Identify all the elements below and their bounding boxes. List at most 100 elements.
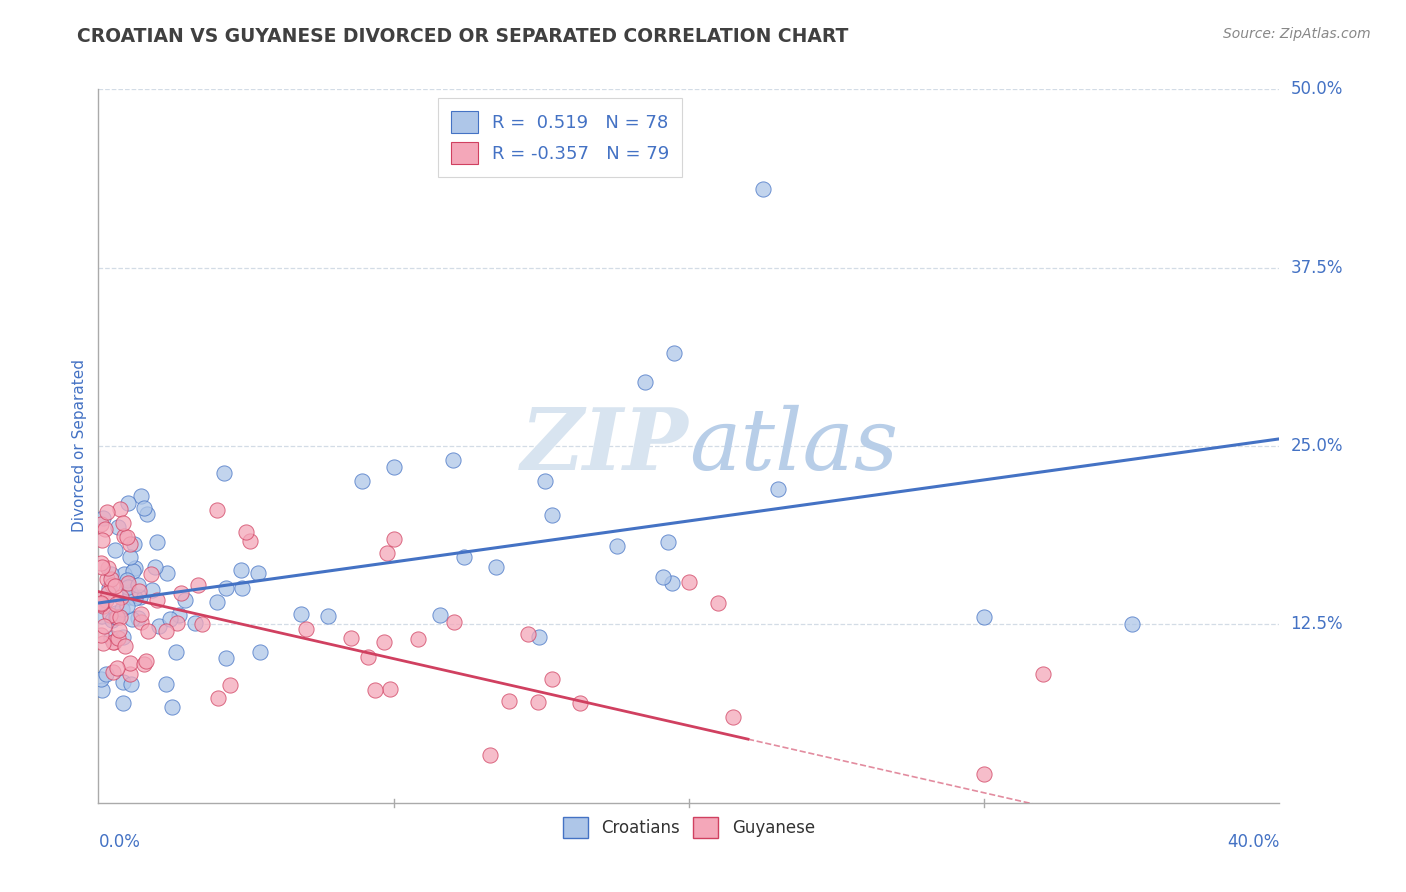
Point (166, 615, 188, 630)
Point (120, 549, 142, 564)
Point (103, 634, 125, 648)
Point (485, 559, 508, 574)
Point (90, 559, 112, 574)
Point (135, 654, 157, 668)
Point (104, 542, 127, 557)
Point (114, 640, 136, 654)
Point (117, 580, 139, 594)
Point (91, 599, 114, 613)
Point (94, 593, 117, 607)
Y-axis label: Divorced or Separated: Divorced or Separated (72, 359, 87, 533)
Point (766, 482, 789, 496)
Text: Source: ZipAtlas.com: Source: ZipAtlas.com (1223, 27, 1371, 41)
Point (207, 691, 229, 706)
Point (657, 535, 679, 549)
Point (340, 632, 363, 646)
Point (91, 511, 114, 525)
Point (375, 545, 398, 559)
Point (219, 678, 242, 692)
Point (527, 630, 550, 644)
Point (752, 182, 775, 196)
Point (664, 346, 686, 360)
Point (94, 667, 117, 681)
Text: 50.0%: 50.0% (1291, 80, 1343, 98)
Point (364, 682, 387, 697)
Point (124, 537, 146, 551)
Point (1032, 667, 1054, 681)
Point (517, 627, 540, 641)
Point (534, 475, 557, 489)
Point (373, 634, 395, 648)
Point (104, 579, 127, 593)
Text: ZIP: ZIP (522, 404, 689, 488)
Point (90, 516, 112, 531)
Point (139, 566, 162, 581)
Point (184, 615, 207, 630)
Text: 25.0%: 25.0% (1291, 437, 1343, 455)
Text: 40.0%: 40.0% (1227, 833, 1279, 851)
Text: atlas: atlas (689, 405, 898, 487)
Point (155, 624, 177, 639)
Point (174, 592, 197, 607)
Point (540, 508, 562, 522)
Text: CROATIAN VS GUYANESE DIVORCED OR SEPARATED CORRELATION CHART: CROATIAN VS GUYANESE DIVORCED OR SEPARAT… (77, 27, 849, 45)
Point (973, 610, 995, 624)
Point (112, 675, 135, 690)
Point (105, 661, 128, 675)
Point (111, 516, 134, 530)
Point (146, 535, 169, 549)
Point (91, 683, 114, 698)
Point (115, 599, 138, 613)
Point (129, 607, 152, 622)
Point (120, 677, 142, 691)
Point (90, 591, 112, 606)
Point (707, 596, 730, 610)
Point (357, 649, 380, 664)
Point (90, 628, 112, 642)
Point (187, 578, 209, 592)
Point (98, 581, 121, 595)
Point (316, 608, 339, 623)
Point (124, 591, 146, 605)
Point (120, 585, 142, 599)
Point (96, 572, 118, 586)
Point (652, 570, 675, 584)
Point (160, 700, 183, 714)
Point (526, 695, 548, 709)
Point (108, 610, 131, 624)
Point (121, 612, 143, 626)
Point (117, 576, 139, 591)
Point (112, 529, 135, 543)
Point (90, 672, 112, 686)
Point (205, 595, 228, 609)
Point (229, 562, 252, 576)
Point (110, 601, 132, 615)
Point (105, 606, 128, 620)
Point (91, 635, 114, 649)
Point (143, 559, 166, 574)
Point (104, 610, 127, 624)
Point (107, 520, 129, 534)
Point (215, 581, 238, 595)
Point (132, 501, 155, 516)
Point (122, 565, 145, 579)
Point (120, 536, 142, 550)
Point (90, 597, 112, 611)
Point (1121, 617, 1143, 632)
Point (93, 619, 115, 633)
Point (441, 453, 464, 467)
Point (167, 608, 190, 623)
Point (136, 624, 159, 639)
Point (118, 590, 141, 604)
Text: 37.5%: 37.5% (1291, 259, 1343, 277)
Point (124, 561, 146, 575)
Point (249, 645, 271, 659)
Point (205, 503, 228, 517)
Point (159, 612, 181, 626)
Point (569, 696, 592, 710)
Point (93, 522, 115, 536)
Point (246, 566, 269, 581)
Point (129, 489, 152, 503)
Point (156, 566, 179, 581)
Point (107, 631, 129, 645)
